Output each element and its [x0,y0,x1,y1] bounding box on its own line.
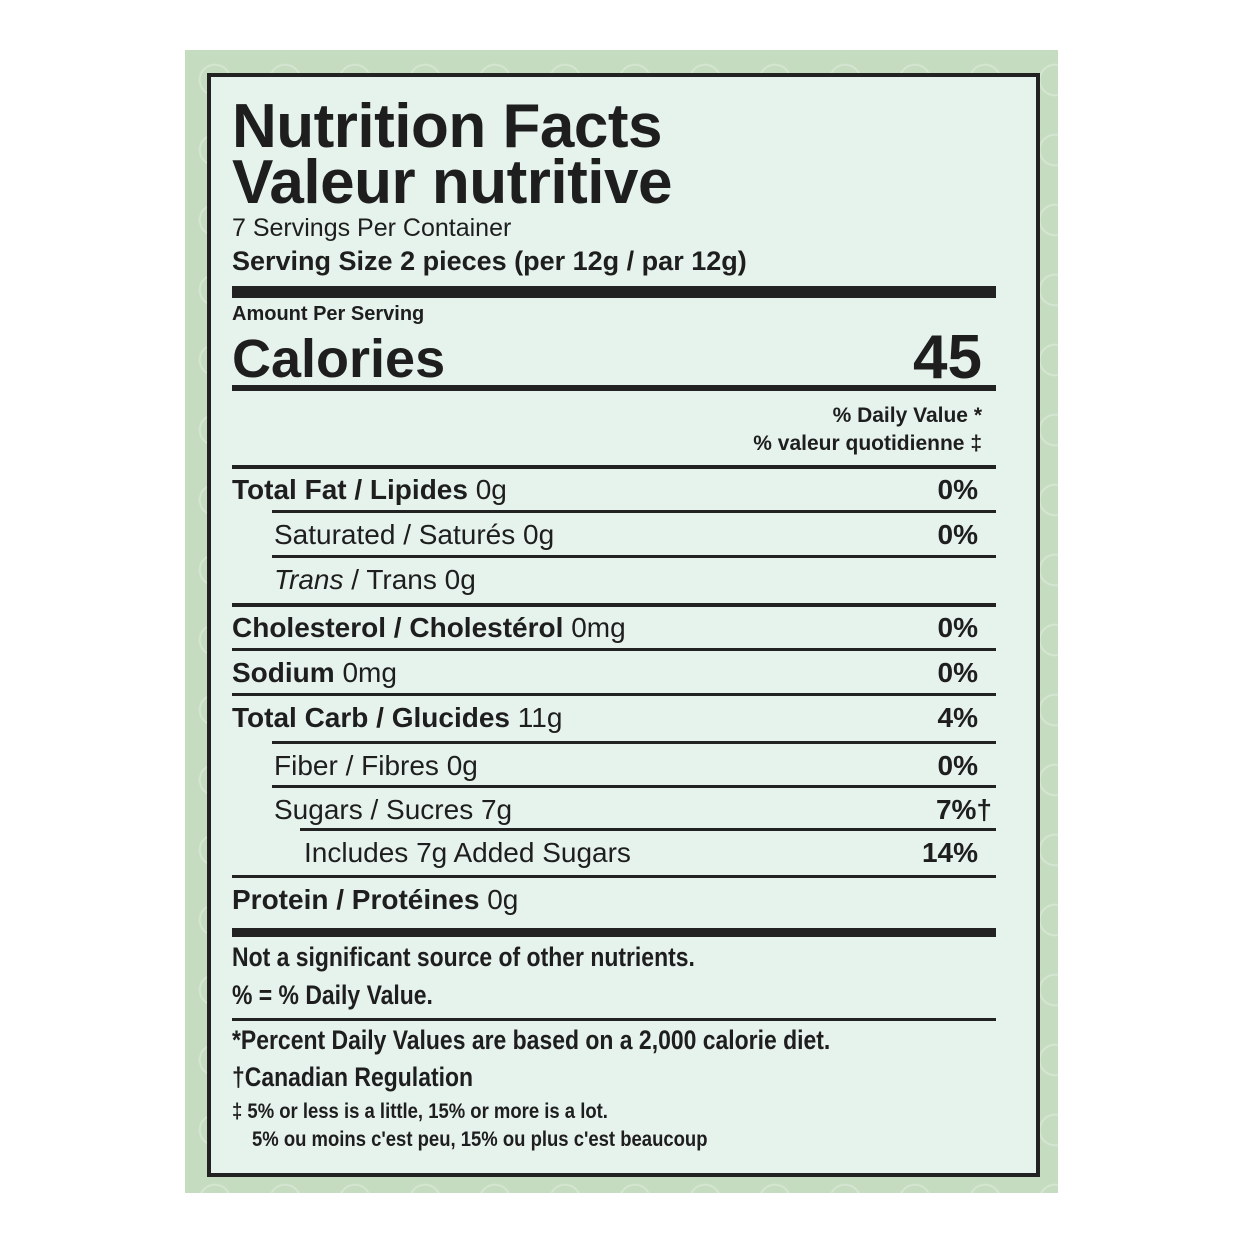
divider [272,741,996,744]
divider [272,510,996,513]
divider [232,465,996,469]
nutrient-daily-value: 0% [937,612,978,643]
nutrient-amount: 0g [487,884,519,915]
nutrition-facts-panel [207,73,1040,1177]
nutrient-daily-value: 0% [937,519,978,550]
divider [272,555,996,558]
nutrient-row: Saturated / Saturés 0g 0% [232,515,978,555]
nutrient-label: Includes 7g Added Sugars [304,833,631,873]
daily-value-en: % Daily Value * [832,404,982,427]
footnote-fr: 5% ou moins c'est peu, 15% ou plus c'est… [252,1128,708,1151]
divider [272,785,996,788]
nutrient-daily-value: 0% [937,750,978,781]
divider [232,875,996,878]
nutrient-amount: 11g [517,702,563,733]
nutrient-amount: 0mg [342,657,397,688]
nutrient-name: Sugars / Sucres [274,794,474,825]
divider [232,693,996,696]
nutrient-amount: 0g [446,750,478,781]
pct-dv-note: % = % Daily Value. [232,980,433,1010]
nutrient-label: Protein / Protéines 0g [232,880,518,920]
nutrient-row: Cholesterol / Cholestérol 0mg 0% [232,608,978,648]
nutrient-name: Saturated / Saturés [274,519,516,550]
nutrient-name: Cholesterol / Cholestérol [232,612,564,643]
nutrient-name: Sodium [232,657,335,688]
nutrient-label: Saturated / Saturés 0g [274,515,554,555]
footnote-en: ‡ 5% or less is a little, 15% or more is… [232,1100,608,1123]
calories-label: Calories [232,329,446,389]
nutrient-row: Trans / Trans 0g [232,560,978,600]
nutrient-label: Cholesterol / Cholestérol 0mg [232,608,626,648]
nutrient-label: Trans / Trans 0g [274,560,476,600]
nutrient-label: Total Fat / Lipides 0g [232,470,507,510]
amount-per-serving: Amount Per Serving [232,303,425,325]
nutrient-row: Total Carb / Glucides 11g 4% [232,698,978,738]
nutrient-amount: 0g [523,519,555,550]
nutrient-name: Protein / Protéines [232,884,480,915]
title-fr: Valeur nutritive [232,148,672,217]
nutrient-row: Total Fat / Lipides 0g 0% [232,470,978,510]
divider [232,385,996,391]
footnote-dv: *Percent Daily Values are based on a 2,0… [232,1025,831,1055]
nutrient-name-suffix: / Trans [343,564,437,595]
not-significant-note: Not a significant source of other nutrie… [232,942,695,972]
serving-size: Serving Size 2 pieces (per 12g / par 12g… [232,246,747,276]
nutrient-label: Total Carb / Glucides 11g [232,698,562,738]
nutrient-daily-value: 14% [921,837,978,868]
nutrient-name: Fiber / Fibres [274,750,439,781]
nutrient-row: Fiber / Fibres 0g 0% [232,746,978,786]
nutrient-name: Trans [274,564,344,595]
daily-value-fr: % valeur quotidienne ‡ [753,432,982,455]
divider [232,603,996,607]
nutrient-daily-value: 0% [937,657,978,688]
nutrient-label: Sodium 0mg [232,653,397,693]
footnote-canada: †Canadian Regulation [232,1062,474,1092]
calories-value: 45 [913,323,982,392]
nutrient-name: Total Fat / Lipides [232,474,468,505]
nutrient-label: Sugars / Sucres 7g [274,790,512,830]
divider [232,1018,996,1021]
nutrient-row: Sugars / Sucres 7g 7%† [232,790,992,830]
nutrient-name: Includes 7g Added Sugars [304,837,631,868]
divider [300,828,996,831]
nutrient-daily-value: 0% [937,474,978,505]
nutrient-label: Fiber / Fibres 0g [274,746,478,786]
nutrient-daily-value: 4% [937,702,978,733]
servings-per-container: 7 Servings Per Container [232,214,512,242]
nutrient-row: Sodium 0mg 0% [232,653,978,693]
divider [232,648,996,651]
nutrient-name: Total Carb / Glucides [232,702,510,733]
nutrient-row: Protein / Protéines 0g [232,880,978,920]
thick-divider [232,928,996,937]
nutrient-daily-value: 7%† [935,794,992,825]
nutrient-row: Includes 7g Added Sugars 14% [232,833,978,873]
nutrient-amount: 0g [444,564,476,595]
nutrient-amount: 7g [480,794,513,825]
title-en: Nutrition Facts [232,92,662,161]
thick-divider [232,286,996,298]
nutrient-amount: 0g [475,474,507,505]
nutrient-amount: 0mg [571,612,626,643]
